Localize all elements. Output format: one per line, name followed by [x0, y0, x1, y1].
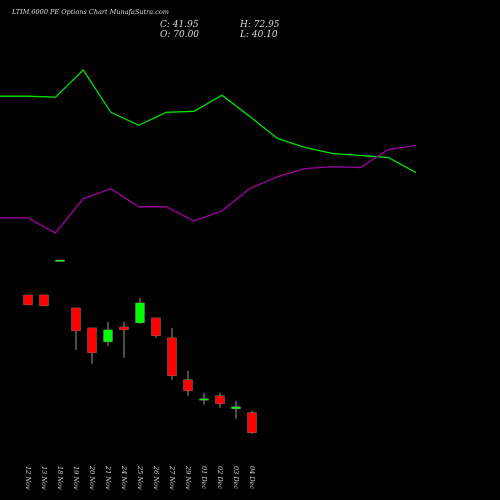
x-tick-label: 04 Dec [248, 466, 256, 489]
low-label: L: 40.10 [239, 30, 278, 40]
x-tick-label: 21 Nov [104, 465, 112, 490]
x-tick-label: 03 Dec [232, 466, 240, 489]
candle-body [71, 307, 81, 332]
x-tick-label: 24 Nov [120, 465, 128, 490]
x-tick-label: 20 Nov [88, 465, 96, 490]
close-label: C: 41.95 [160, 20, 199, 30]
candle-body [39, 294, 49, 307]
candle-body [135, 302, 145, 324]
x-tick-label: 13 Nov [40, 466, 48, 490]
x-tick-label: 29 Nov [184, 465, 192, 490]
high-label: H: 72.95 [239, 20, 280, 30]
indicator-line [0, 68, 417, 174]
chart-title: LTIM 6000 PE Options Chart MunafaSutra.c… [11, 8, 169, 16]
candle-body [23, 294, 33, 306]
indicator-line [0, 144, 417, 234]
candle-body [103, 329, 113, 343]
candle-body [119, 326, 129, 331]
x-tick-label: 12 Nov [24, 466, 32, 490]
x-tick-label: 27 Nov [168, 465, 176, 490]
candle-body [231, 406, 241, 409]
candle-body [247, 412, 257, 433]
candle-body [167, 337, 177, 376]
candle-body [151, 317, 161, 337]
x-tick-label: 18 Nov [56, 466, 64, 490]
x-tick-label: 02 Dec [216, 466, 224, 489]
x-tick-label: 01 Dec [200, 466, 208, 489]
candle-body [55, 259, 65, 262]
x-tick-label: 26 Nov [152, 465, 160, 490]
x-tick-label: 19 Nov [72, 466, 80, 490]
candle-body [87, 327, 97, 354]
x-tick-label: 25 Nov [136, 465, 144, 490]
candle-body [183, 379, 193, 391]
candle-body [199, 398, 209, 401]
candle-body [215, 395, 225, 404]
open-label: O: 70.00 [160, 30, 199, 40]
